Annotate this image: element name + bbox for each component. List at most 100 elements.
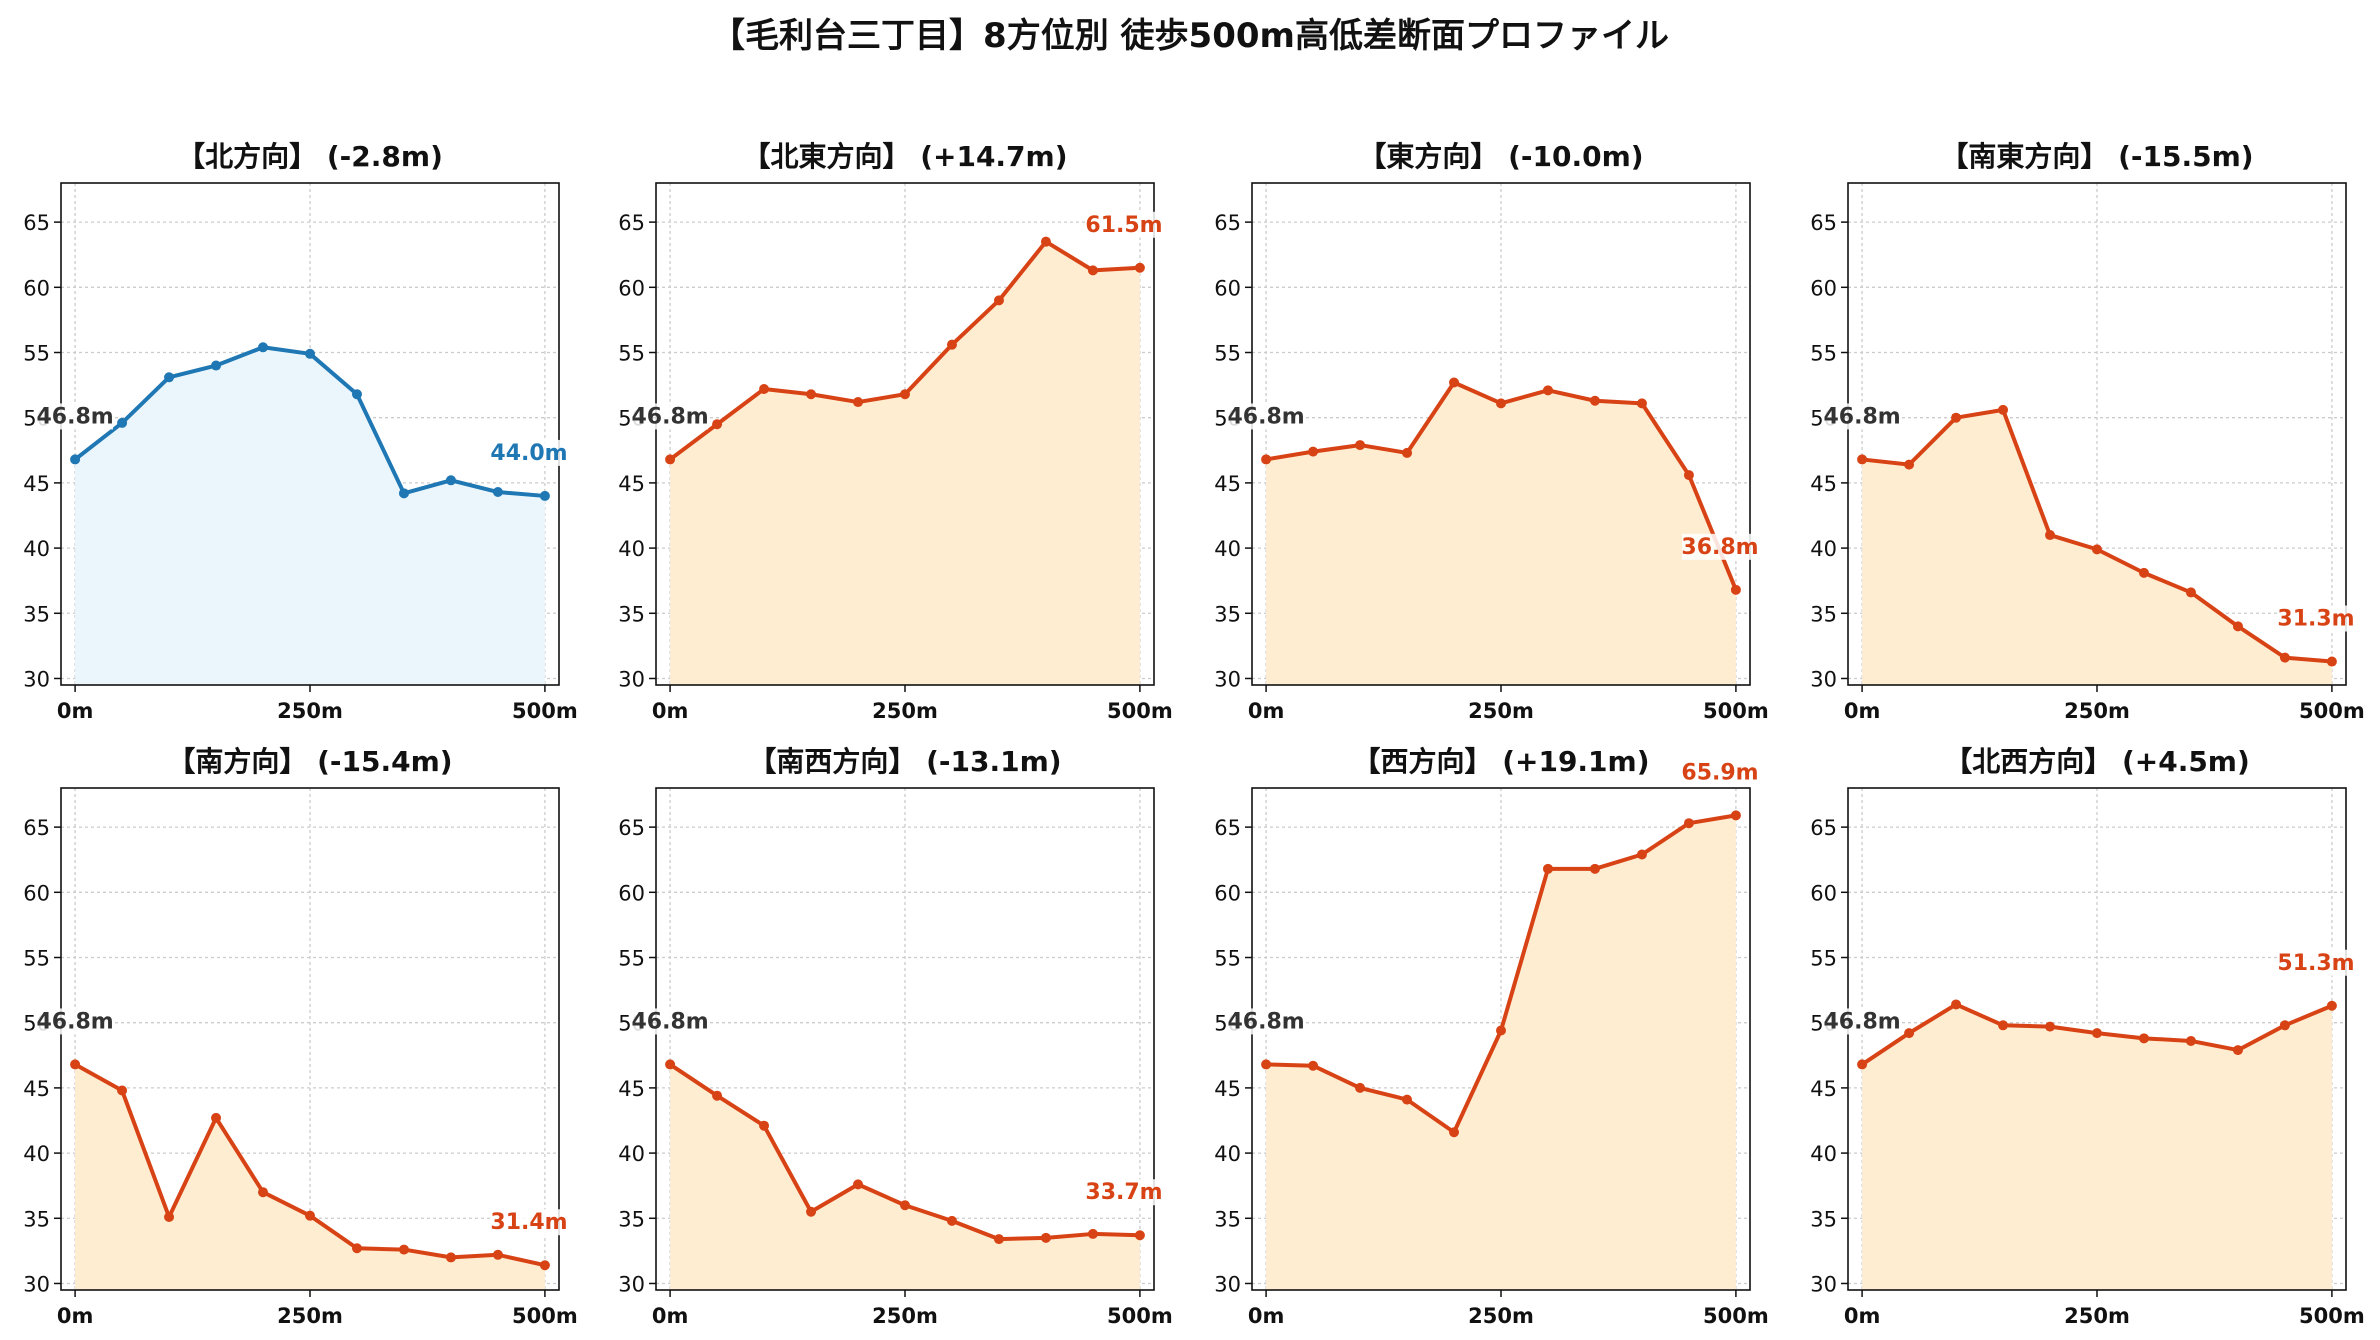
start-value-label: 46.8m xyxy=(631,404,708,429)
data-point xyxy=(2279,1020,2290,1031)
y-tick-label: 60 xyxy=(1810,881,1837,905)
area-fill xyxy=(1266,382,1736,685)
end-value-label: 51.3m xyxy=(2277,951,2354,976)
x-tick-label: 500m xyxy=(1107,699,1173,723)
data-point xyxy=(117,1085,128,1096)
y-tick-label: 45 xyxy=(1214,1077,1241,1101)
data-point xyxy=(398,488,409,499)
x-tick-label: 0m xyxy=(652,699,689,723)
data-point xyxy=(665,1059,676,1070)
data-point xyxy=(1449,1127,1460,1138)
data-point xyxy=(1087,265,1098,276)
data-point xyxy=(1087,1228,1098,1239)
data-point xyxy=(2185,1035,2196,1046)
x-tick-label: 250m xyxy=(2064,699,2130,723)
data-point xyxy=(2326,1000,2337,1011)
data-point xyxy=(900,1200,910,1211)
y-tick-label: 45 xyxy=(1810,1077,1837,1101)
data-point xyxy=(2232,621,2243,632)
start-label-box xyxy=(1824,403,1901,430)
y-tick-label: 30 xyxy=(618,667,645,691)
data-point xyxy=(946,1215,957,1226)
data-point xyxy=(1040,1232,1051,1243)
y-tick-label: 45 xyxy=(1810,472,1837,496)
x-tick-label: 0m xyxy=(57,699,94,723)
end-value-label: 61.5m xyxy=(1085,213,1162,238)
data-point xyxy=(1904,1028,1915,1039)
x-tick-label: 500m xyxy=(1703,699,1769,723)
data-point xyxy=(305,1210,315,1221)
y-tick-label: 65 xyxy=(1810,816,1837,840)
y-tick-label: 60 xyxy=(618,881,645,905)
y-tick-label: 55 xyxy=(618,342,645,366)
y-tick-label: 35 xyxy=(1214,1207,1241,1231)
y-tick-label: 60 xyxy=(23,881,50,905)
data-point xyxy=(1683,818,1694,829)
start-label-box xyxy=(1824,1008,1901,1035)
y-tick-label: 35 xyxy=(23,1207,50,1231)
data-point xyxy=(1308,1060,1319,1071)
start-value-label: 46.8m xyxy=(36,404,113,429)
data-point xyxy=(2092,544,2102,555)
data-point xyxy=(117,417,128,428)
data-point xyxy=(2092,1028,2102,1039)
data-point xyxy=(1308,446,1319,457)
y-tick-label: 30 xyxy=(23,1272,50,1296)
data-point xyxy=(2185,587,2196,598)
x-tick-label: 250m xyxy=(872,699,938,723)
data-point xyxy=(900,389,910,400)
y-tick-label: 65 xyxy=(23,816,50,840)
end-value-label: 31.4m xyxy=(490,1210,567,1235)
y-tick-label: 60 xyxy=(23,276,50,300)
data-point xyxy=(853,1179,864,1190)
area-fill xyxy=(670,1064,1140,1290)
data-point xyxy=(1040,236,1051,247)
x-tick-label: 0m xyxy=(652,1304,689,1328)
data-point xyxy=(806,389,817,400)
x-tick-label: 500m xyxy=(2299,699,2365,723)
data-point xyxy=(806,1206,817,1217)
data-point xyxy=(1857,454,1868,465)
y-tick-label: 65 xyxy=(618,816,645,840)
y-tick-label: 60 xyxy=(1214,881,1241,905)
data-point xyxy=(1355,440,1366,451)
y-tick-label: 30 xyxy=(23,667,50,691)
data-point xyxy=(1261,1059,1272,1070)
end-label-box xyxy=(491,439,567,466)
data-point xyxy=(1998,1020,2009,1031)
data-point xyxy=(1261,454,1272,465)
y-tick-label: 40 xyxy=(1214,1142,1241,1166)
start-value-label: 46.8m xyxy=(1823,404,1900,429)
y-tick-label: 40 xyxy=(23,537,50,561)
end-value-label: 31.3m xyxy=(2277,607,2354,632)
y-tick-label: 40 xyxy=(618,537,645,561)
y-tick-label: 55 xyxy=(23,342,50,366)
data-point xyxy=(1589,395,1600,406)
data-point xyxy=(993,1234,1004,1245)
data-point xyxy=(258,1187,269,1198)
data-point xyxy=(853,397,864,408)
y-tick-label: 40 xyxy=(1810,537,1837,561)
y-tick-label: 65 xyxy=(1214,211,1241,235)
data-point xyxy=(1904,459,1915,470)
data-point xyxy=(1683,470,1694,481)
start-value-label: 46.8m xyxy=(36,1009,113,1034)
y-tick-label: 45 xyxy=(1214,472,1241,496)
x-tick-label: 500m xyxy=(512,1304,578,1328)
y-tick-label: 65 xyxy=(618,211,645,235)
end-label-box xyxy=(2278,605,2354,632)
x-tick-label: 0m xyxy=(1248,1304,1285,1328)
y-tick-label: 55 xyxy=(1214,947,1241,971)
y-tick-label: 60 xyxy=(618,276,645,300)
x-tick-label: 500m xyxy=(2299,1304,2365,1328)
y-tick-label: 55 xyxy=(1214,342,1241,366)
data-point xyxy=(1951,412,1962,423)
start-value-label: 46.8m xyxy=(1227,1009,1304,1034)
data-point xyxy=(445,1252,456,1263)
